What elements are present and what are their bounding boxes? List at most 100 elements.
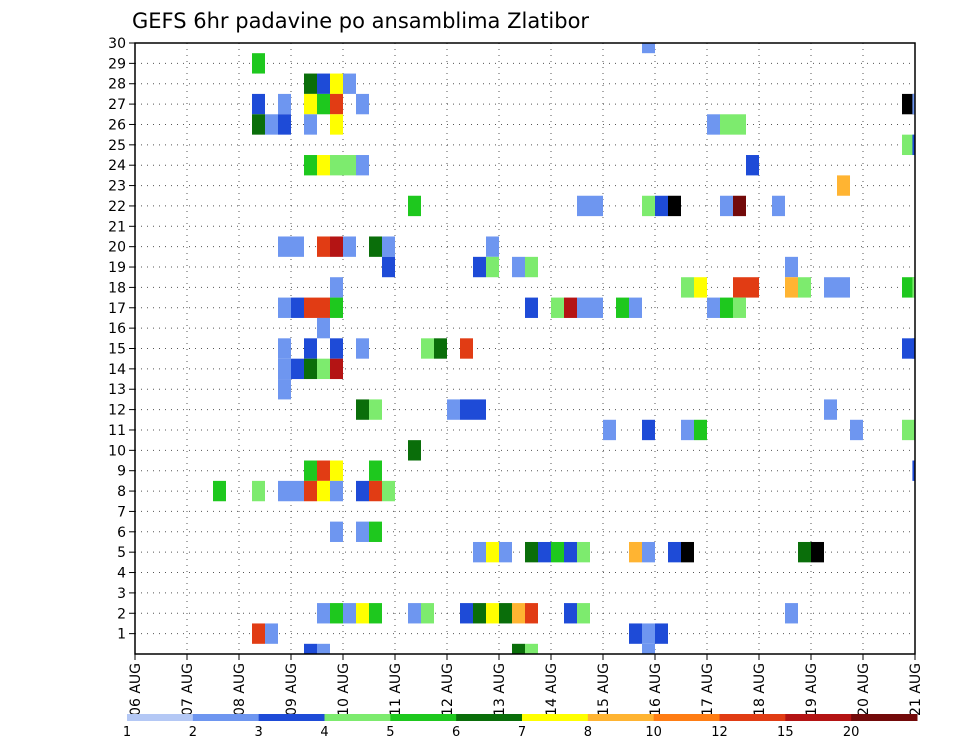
heatmap-cell (343, 73, 356, 94)
heatmap-cell (291, 480, 304, 502)
heatmap-cell (642, 643, 655, 654)
heatmap-cell (460, 338, 473, 359)
heatmap-cell (330, 236, 343, 257)
y-tick-label: 28 (108, 77, 126, 93)
heatmap-cell (785, 603, 798, 624)
heatmap-cell (525, 541, 538, 563)
heatmap-cell (356, 155, 369, 176)
heatmap-cell (824, 399, 837, 420)
heatmap-cell (746, 155, 759, 176)
x-axis: 06 AUG 07 AUG 08 AUG 09 AUG 10 AUG 11 AUG 12 A… (128, 654, 924, 716)
legend-label: 5 (386, 725, 394, 740)
y-tick-label: 30 (108, 36, 126, 52)
heatmap-cell (499, 541, 512, 563)
heatmap-cell (486, 603, 499, 624)
heatmap-cell (304, 643, 317, 654)
heatmap-cell (304, 460, 317, 481)
heatmap-cell (603, 419, 616, 441)
x-tick-label: 06 AUG (128, 663, 144, 716)
legend-swatch (127, 714, 194, 721)
legend-swatch (456, 714, 523, 721)
heatmap-cell (330, 114, 343, 135)
legend-swatch (851, 714, 918, 721)
color-legend: 1 2 3 4 5 6 7 8 10 12 15 20 (123, 714, 918, 740)
heatmap-cell (330, 460, 343, 481)
y-tick-label: 1 (117, 627, 126, 643)
heatmap-cell (837, 277, 850, 298)
heatmap-cell (733, 114, 746, 135)
heatmap-cell (252, 114, 265, 135)
y-tick-label: 18 (108, 280, 126, 296)
heatmap-cell (694, 277, 707, 298)
heatmap-cell (798, 277, 811, 298)
x-tick-label: 20 AUG (856, 663, 872, 716)
heatmap-cell (278, 236, 291, 257)
y-tick-label: 23 (108, 179, 126, 195)
heatmap-cell (733, 277, 746, 298)
heatmap-cell (408, 603, 421, 624)
heatmap-cell (252, 480, 265, 502)
heatmap-cell (473, 603, 486, 624)
heatmap-cell (525, 603, 538, 624)
heatmap-cell (642, 43, 655, 54)
heatmap-cell (278, 93, 291, 115)
y-tick-label: 19 (108, 260, 126, 276)
heatmap-cell (369, 603, 382, 624)
heatmap-cell (343, 236, 356, 257)
legend-swatch (653, 714, 720, 721)
heatmap-cell (785, 256, 798, 278)
heatmap-cell (278, 114, 291, 135)
heatmap-cell (382, 236, 395, 257)
heatmap-cell (772, 195, 785, 217)
heatmap-cell (590, 195, 603, 217)
y-tick-label: 4 (117, 566, 126, 582)
heatmap-cell (577, 541, 590, 563)
heatmap-cell (330, 521, 343, 542)
heatmap-cell (369, 480, 382, 502)
legend-label: 15 (777, 725, 794, 740)
heatmap-cell (343, 155, 356, 176)
heatmap-cell (460, 603, 473, 624)
heatmap-cell (850, 419, 863, 441)
y-tick-label: 22 (108, 199, 126, 215)
heatmap-cell (564, 297, 577, 318)
y-tick-label: 27 (108, 97, 126, 113)
heatmap-cell (317, 236, 330, 257)
heatmap-cell (785, 277, 798, 298)
heatmap-cell (681, 541, 694, 563)
heatmap-cell (655, 623, 668, 644)
heatmap-cell (668, 541, 681, 563)
legend-label: 12 (711, 725, 728, 740)
heatmap-cell (912, 277, 915, 298)
x-tick-label: 12 AUG (440, 663, 456, 716)
heatmap-cell (564, 541, 577, 563)
y-tick-label: 26 (108, 117, 126, 133)
y-tick-label: 15 (108, 342, 126, 358)
heatmap-cell (304, 480, 317, 502)
heatmap-cell (720, 114, 733, 135)
y-tick-label: 10 (108, 443, 126, 459)
heatmap-cell (252, 53, 265, 74)
x-tick-label: 09 AUG (284, 663, 300, 716)
x-tick-label: 11 AUG (388, 663, 404, 716)
heatmap-cell (317, 317, 330, 339)
legend-label: 2 (189, 725, 197, 740)
heatmap-cell (304, 297, 317, 318)
heatmap-cell (317, 460, 330, 481)
heatmap-cell (577, 195, 590, 217)
heatmap-cell (525, 256, 538, 278)
heatmap-cell (317, 358, 330, 380)
heatmap-cell (278, 379, 291, 400)
legend-swatch (324, 714, 391, 721)
heatmap-cell (252, 623, 265, 644)
heatmap-cell (330, 480, 343, 502)
x-tick-label: 21 AUG (908, 663, 924, 716)
legend-label: 6 (452, 725, 460, 740)
y-tick-label: 29 (108, 56, 126, 72)
heatmap-cell (317, 643, 330, 654)
heatmap-cell (369, 521, 382, 542)
heatmap-cell (512, 256, 525, 278)
y-tick-label: 24 (108, 158, 126, 174)
heatmap-cell (486, 256, 499, 278)
heatmap-cell (356, 399, 369, 420)
